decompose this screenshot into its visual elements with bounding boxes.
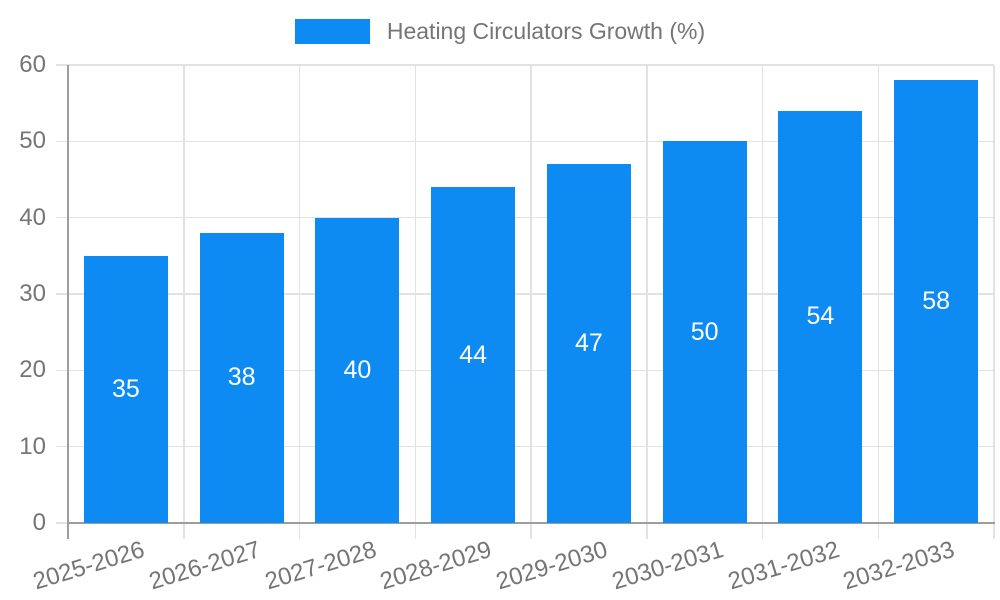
x-axis-label: 2028-2029	[377, 536, 496, 596]
bar-value-label: 40	[343, 355, 372, 384]
gridline-vertical	[414, 65, 416, 539]
bar[interactable]: 50	[662, 141, 747, 523]
x-axis-label: 2029-2030	[493, 536, 611, 596]
y-axis-tick-label: 30	[19, 280, 46, 307]
y-axis-tick-label: 60	[19, 51, 46, 78]
x-axis-label: 2031-2032	[724, 536, 843, 596]
bar-value-label: 58	[922, 287, 951, 316]
y-axis-line	[67, 65, 69, 539]
bar[interactable]: 54	[778, 110, 863, 523]
gridline-vertical	[877, 65, 879, 539]
y-axis-tick-label: 0	[32, 509, 46, 536]
bar-value-label: 38	[227, 363, 256, 392]
bar[interactable]: 47	[546, 164, 631, 523]
gridline-horizontal	[56, 64, 994, 66]
x-axis-label: 2027-2028	[261, 536, 380, 596]
bar-value-label: 47	[574, 329, 603, 358]
bar-value-label: 50	[690, 317, 719, 346]
x-axis-label: 2026-2027	[145, 536, 264, 596]
bar-value-label: 35	[111, 374, 140, 403]
legend-label: Heating Circulators Growth (%)	[386, 18, 706, 44]
y-axis-tick-label: 50	[19, 127, 46, 155]
x-axis-label: 2032-2033	[840, 536, 959, 596]
gridline-vertical	[761, 65, 764, 539]
bar[interactable]: 40	[315, 217, 400, 523]
bar-value-label: 44	[459, 340, 488, 369]
gridline-vertical	[183, 65, 185, 539]
bar[interactable]: 44	[431, 187, 516, 523]
y-axis-tick-label: 20	[19, 356, 46, 384]
bar-value-label: 54	[806, 302, 835, 331]
gridline-horizontal	[56, 369, 994, 372]
bar[interactable]: 35	[83, 255, 168, 523]
gridline-horizontal	[56, 445, 994, 448]
gridline-vertical	[298, 65, 301, 539]
chart-legend[interactable]: Heating Circulators Growth (%)	[0, 18, 1000, 45]
gridline-horizontal	[56, 216, 994, 219]
gridline-vertical	[646, 65, 648, 539]
bar[interactable]: 38	[199, 232, 284, 523]
bar[interactable]: 58	[894, 80, 979, 523]
x-axis-line	[67, 522, 995, 524]
x-axis-label: 2030-2031	[608, 536, 727, 596]
gridline-vertical	[993, 65, 995, 539]
legend-swatch-icon	[294, 19, 370, 44]
y-axis-tick-label: 10	[19, 432, 46, 460]
gridline-horizontal	[56, 293, 994, 295]
y-axis-tick-label: 40	[19, 203, 46, 231]
x-axis-label: 2025-2026	[30, 536, 148, 596]
gridline-vertical	[530, 65, 532, 539]
gridline-horizontal	[56, 140, 994, 143]
y-axis-tick	[56, 522, 68, 524]
